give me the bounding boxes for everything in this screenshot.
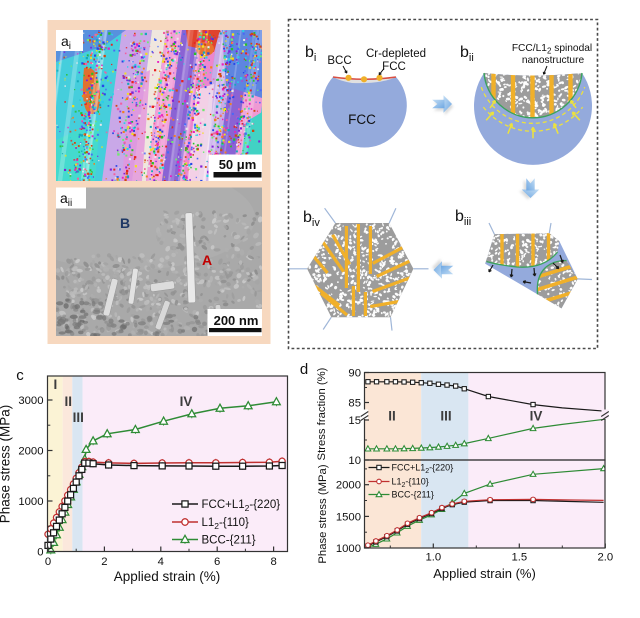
svg-text:2.0: 2.0 <box>597 552 613 564</box>
svg-text:6: 6 <box>214 556 220 568</box>
svg-text:FCC/L12 spinodal: FCC/L12 spinodal <box>512 43 592 56</box>
svg-text:8: 8 <box>270 556 276 568</box>
svg-text:III: III <box>440 409 451 424</box>
svg-text:II: II <box>388 409 396 424</box>
svg-text:200 nm: 200 nm <box>214 313 259 328</box>
svg-text:L12-{110}: L12-{110} <box>202 517 250 531</box>
svg-text:85: 85 <box>348 398 361 410</box>
svg-text:IV: IV <box>180 394 193 409</box>
svg-text:I: I <box>54 377 58 392</box>
svg-text:B: B <box>120 215 130 231</box>
svg-text:II: II <box>64 394 72 409</box>
svg-text:2: 2 <box>101 556 107 568</box>
svg-text:1.5: 1.5 <box>511 552 527 564</box>
svg-text:Applied strain (%): Applied strain (%) <box>433 566 536 581</box>
svg-text:10: 10 <box>348 455 361 467</box>
svg-text:Phase stress (MPa): Phase stress (MPa) <box>0 405 13 524</box>
svg-text:III: III <box>73 410 84 425</box>
svg-text:1500: 1500 <box>336 511 361 523</box>
svg-text:0: 0 <box>37 547 43 559</box>
svg-text:0: 0 <box>45 556 51 568</box>
svg-text:BCC: BCC <box>327 55 351 67</box>
svg-text:Stress fraction (%): Stress fraction (%) <box>316 367 328 460</box>
svg-text:1000: 1000 <box>18 496 43 508</box>
svg-text:Phase stress (MPa): Phase stress (MPa) <box>317 464 329 563</box>
svg-text:1.0: 1.0 <box>425 552 441 564</box>
svg-text:FCC+L12-{220}: FCC+L12-{220} <box>202 499 281 513</box>
svg-text:BCC-{211}: BCC-{211} <box>202 535 256 547</box>
svg-text:Applied strain (%): Applied strain (%) <box>114 569 221 584</box>
svg-text:2000: 2000 <box>336 480 361 492</box>
svg-text:90: 90 <box>348 368 361 380</box>
svg-text:d: d <box>300 361 308 378</box>
svg-text:4: 4 <box>158 556 164 568</box>
svg-text:15: 15 <box>348 415 361 427</box>
svg-text:FCC: FCC <box>348 112 376 127</box>
svg-text:c: c <box>16 367 24 384</box>
svg-text:BCC-{211}: BCC-{211} <box>392 490 434 500</box>
svg-text:2000: 2000 <box>18 446 43 458</box>
svg-text:3000: 3000 <box>18 395 43 407</box>
svg-text:Cr-depleted: Cr-depleted <box>366 48 426 60</box>
svg-text:IV: IV <box>530 409 543 424</box>
svg-text:50 μm: 50 μm <box>219 157 257 172</box>
svg-text:A: A <box>202 252 212 268</box>
svg-text:FCC: FCC <box>382 61 406 73</box>
svg-text:nanostructure: nanostructure <box>522 55 585 66</box>
svg-text:1000: 1000 <box>336 543 361 555</box>
